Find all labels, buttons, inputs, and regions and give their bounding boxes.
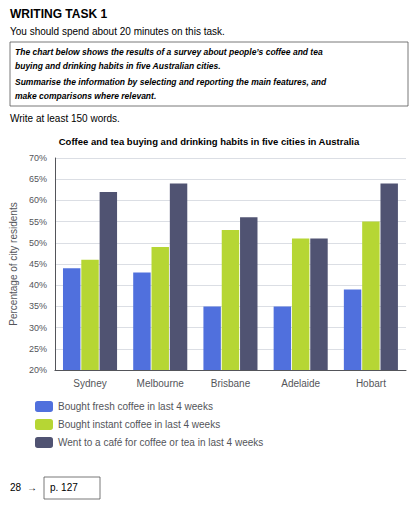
- svg-text:Bought instant coffee in last: Bought instant coffee in last 4 weeks: [58, 419, 220, 430]
- svg-text:→: →: [27, 482, 37, 493]
- svg-text:Coffee and tea buying and drin: Coffee and tea buying and drinking habit…: [59, 136, 360, 147]
- svg-text:60%: 60%: [29, 195, 47, 205]
- svg-text:28: 28: [10, 482, 22, 493]
- svg-text:30%: 30%: [29, 323, 47, 333]
- svg-text:Adelaide: Adelaide: [281, 378, 320, 389]
- svg-text:You should spend about 20 minu: You should spend about 20 minutes on thi…: [10, 26, 225, 37]
- svg-text:make comparisons where relevan: make comparisons where relevant.: [15, 91, 156, 101]
- svg-text:50%: 50%: [29, 238, 47, 248]
- svg-text:Write at least 150 words.: Write at least 150 words.: [10, 113, 120, 124]
- svg-text:Sydney: Sydney: [73, 378, 106, 389]
- svg-text:Went to a café for coffee or t: Went to a café for coffee or tea in last…: [58, 437, 263, 448]
- svg-text:buying and drinking habits in: buying and drinking habits in five Austr…: [15, 61, 221, 71]
- svg-text:Hobart: Hobart: [356, 378, 386, 389]
- svg-text:45%: 45%: [29, 259, 47, 269]
- svg-text:65%: 65%: [29, 174, 47, 184]
- svg-text:25%: 25%: [29, 344, 47, 354]
- svg-text:The chart below shows the resu: The chart below shows the results of a s…: [15, 47, 323, 57]
- svg-text:Bought fresh coffee in last 4: Bought fresh coffee in last 4 weeks: [58, 401, 213, 412]
- svg-text:20%: 20%: [29, 365, 47, 375]
- svg-text:40%: 40%: [29, 280, 47, 290]
- svg-text:70%: 70%: [29, 153, 47, 163]
- svg-text:55%: 55%: [29, 217, 47, 227]
- svg-text:Percentage of city residents: Percentage of city residents: [8, 202, 19, 325]
- svg-text:WRITING TASK 1: WRITING TASK 1: [10, 7, 107, 21]
- svg-text:Brisbane: Brisbane: [211, 378, 251, 389]
- svg-text:Melbourne: Melbourne: [137, 378, 185, 389]
- svg-text:35%: 35%: [29, 301, 47, 311]
- svg-text:p. 127: p. 127: [50, 482, 78, 493]
- svg-text:Summarise the information by s: Summarise the information by selecting a…: [15, 77, 327, 87]
